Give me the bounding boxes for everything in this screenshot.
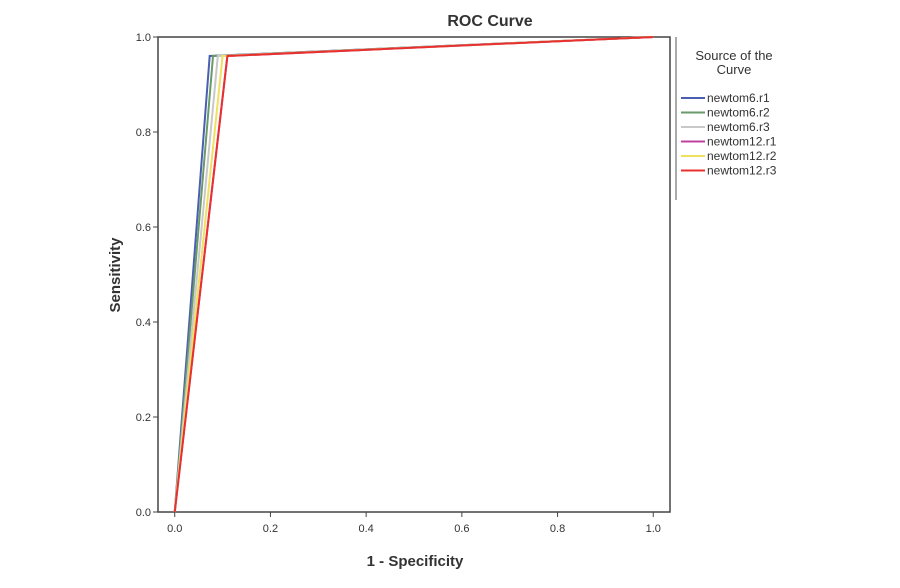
- x-tick-label: 0.4: [359, 523, 374, 535]
- series-line-newtom6.r2: [173, 36, 654, 513]
- x-tick-label: 0.2: [263, 523, 278, 535]
- series-line-newtom6.r1: [173, 36, 654, 513]
- legend-label: newtom12.r2: [707, 149, 777, 163]
- y-tick-label: 0.2: [136, 412, 151, 424]
- series-line-newtom12.r1: [173, 36, 654, 513]
- plot-frame: [157, 36, 671, 513]
- series-line-newtom12.r3: [173, 36, 654, 513]
- legend-label: newtom6.r2: [707, 106, 770, 120]
- y-axis-label: Sensitivity: [107, 237, 124, 313]
- legend-label: newtom12.r1: [707, 135, 777, 149]
- y-tick-label: 1.0: [136, 32, 151, 44]
- y-tick-label: 0.4: [136, 317, 151, 329]
- series-line-newtom6.r3: [173, 36, 654, 513]
- x-tick-label: 1.0: [646, 523, 661, 535]
- x-tick-label: 0.0: [167, 523, 182, 535]
- legend-title: Source of the Curve: [695, 48, 772, 77]
- x-tick-label: 0.6: [454, 523, 469, 535]
- legend-label: newtom6.r3: [707, 120, 770, 134]
- x-axis-label: 1 - Specificity: [367, 553, 464, 570]
- series-line-newtom12.r2: [173, 36, 654, 513]
- chart-title: ROC Curve: [447, 13, 532, 30]
- y-tick-label: 0.0: [136, 507, 151, 519]
- legend-label: newtom6.r1: [707, 91, 770, 105]
- x-tick-label: 0.8: [550, 523, 565, 535]
- legend-label: newtom12.r3: [707, 164, 777, 178]
- y-tick-label: 0.6: [136, 222, 151, 234]
- y-tick-label: 0.8: [136, 127, 151, 139]
